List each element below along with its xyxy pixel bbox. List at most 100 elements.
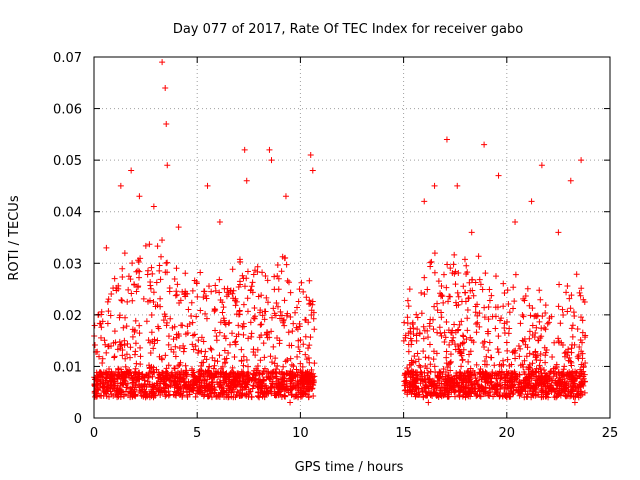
data-point [414,377,421,384]
data-point [124,298,131,305]
y-tick-label: 0.06 [53,103,82,118]
data-point [170,336,177,343]
data-point [128,290,135,297]
data-point [301,388,308,395]
data-point [110,340,117,347]
data-point [511,298,518,305]
data-point [198,363,205,370]
data-point [237,387,244,394]
data-point [175,362,182,369]
data-point [249,374,256,381]
data-point [202,368,209,375]
data-point [515,389,522,396]
chart-title: Day 077 of 2017, Rate Of TEC Index for r… [173,22,523,37]
data-point [529,322,536,329]
data-point [485,303,492,310]
data-point [293,366,300,373]
data-point [217,378,224,385]
data-point [494,346,501,353]
data-point [137,344,144,351]
data-point [179,392,186,399]
data-point [526,350,533,357]
data-point [456,369,463,376]
data-point [200,373,207,380]
data-point [162,393,169,400]
data-point [216,289,223,296]
data-point [510,305,517,312]
data-point [467,334,474,341]
data-point [472,309,479,316]
data-point [155,325,162,332]
data-point [306,297,313,304]
data-point [495,349,502,356]
data-point [287,313,294,320]
data-point [264,299,271,306]
data-point [544,378,551,385]
data-point [521,297,528,304]
data-point [472,279,479,286]
data-point [535,391,542,398]
data-point [512,355,519,362]
x-tick-label: 10 [292,426,309,441]
data-point [509,349,516,356]
data-point [458,363,465,370]
data-point [486,392,493,399]
data-point [231,353,238,360]
data-point [212,287,219,294]
data-point [262,273,269,280]
data-point [177,385,184,392]
data-point [145,337,152,344]
data-point [548,387,555,394]
data-point [431,182,438,189]
data-point [134,267,141,274]
data-point [135,373,142,380]
data-point [492,273,499,280]
data-point [178,322,185,329]
data-point [505,300,512,307]
data-point [450,261,457,268]
data-point [123,323,130,330]
data-point [103,244,110,251]
data-point [548,313,555,320]
data-point [234,371,241,378]
data-point [491,391,498,398]
data-point [485,375,492,382]
data-point [306,359,313,366]
data-point [468,390,475,397]
data-point [520,368,527,375]
data-point [271,273,278,280]
data-point [520,364,527,371]
data-point [568,349,575,356]
data-point [547,382,554,389]
data-point [503,394,510,401]
data-point [270,343,277,350]
data-point [149,373,156,380]
data-point [133,288,140,295]
data-point [500,303,507,310]
data-point [212,282,219,289]
data-point [310,392,317,399]
data-point [280,363,287,370]
data-point [154,243,161,250]
data-point [286,342,293,349]
data-point [114,390,121,397]
data-point [533,377,540,384]
data-point [149,383,156,390]
data-point [194,293,201,300]
data-point [190,346,197,353]
data-point [239,272,246,279]
data-point [204,182,211,189]
data-point [447,293,454,300]
data-point [188,313,195,320]
data-point [289,328,296,335]
data-point [517,320,524,327]
data-point [175,381,182,388]
data-point [549,377,556,384]
data-point [106,368,113,375]
data-point [294,304,301,311]
data-point [295,298,302,305]
data-point [284,277,291,284]
data-point [465,295,472,302]
data-point [109,375,116,382]
